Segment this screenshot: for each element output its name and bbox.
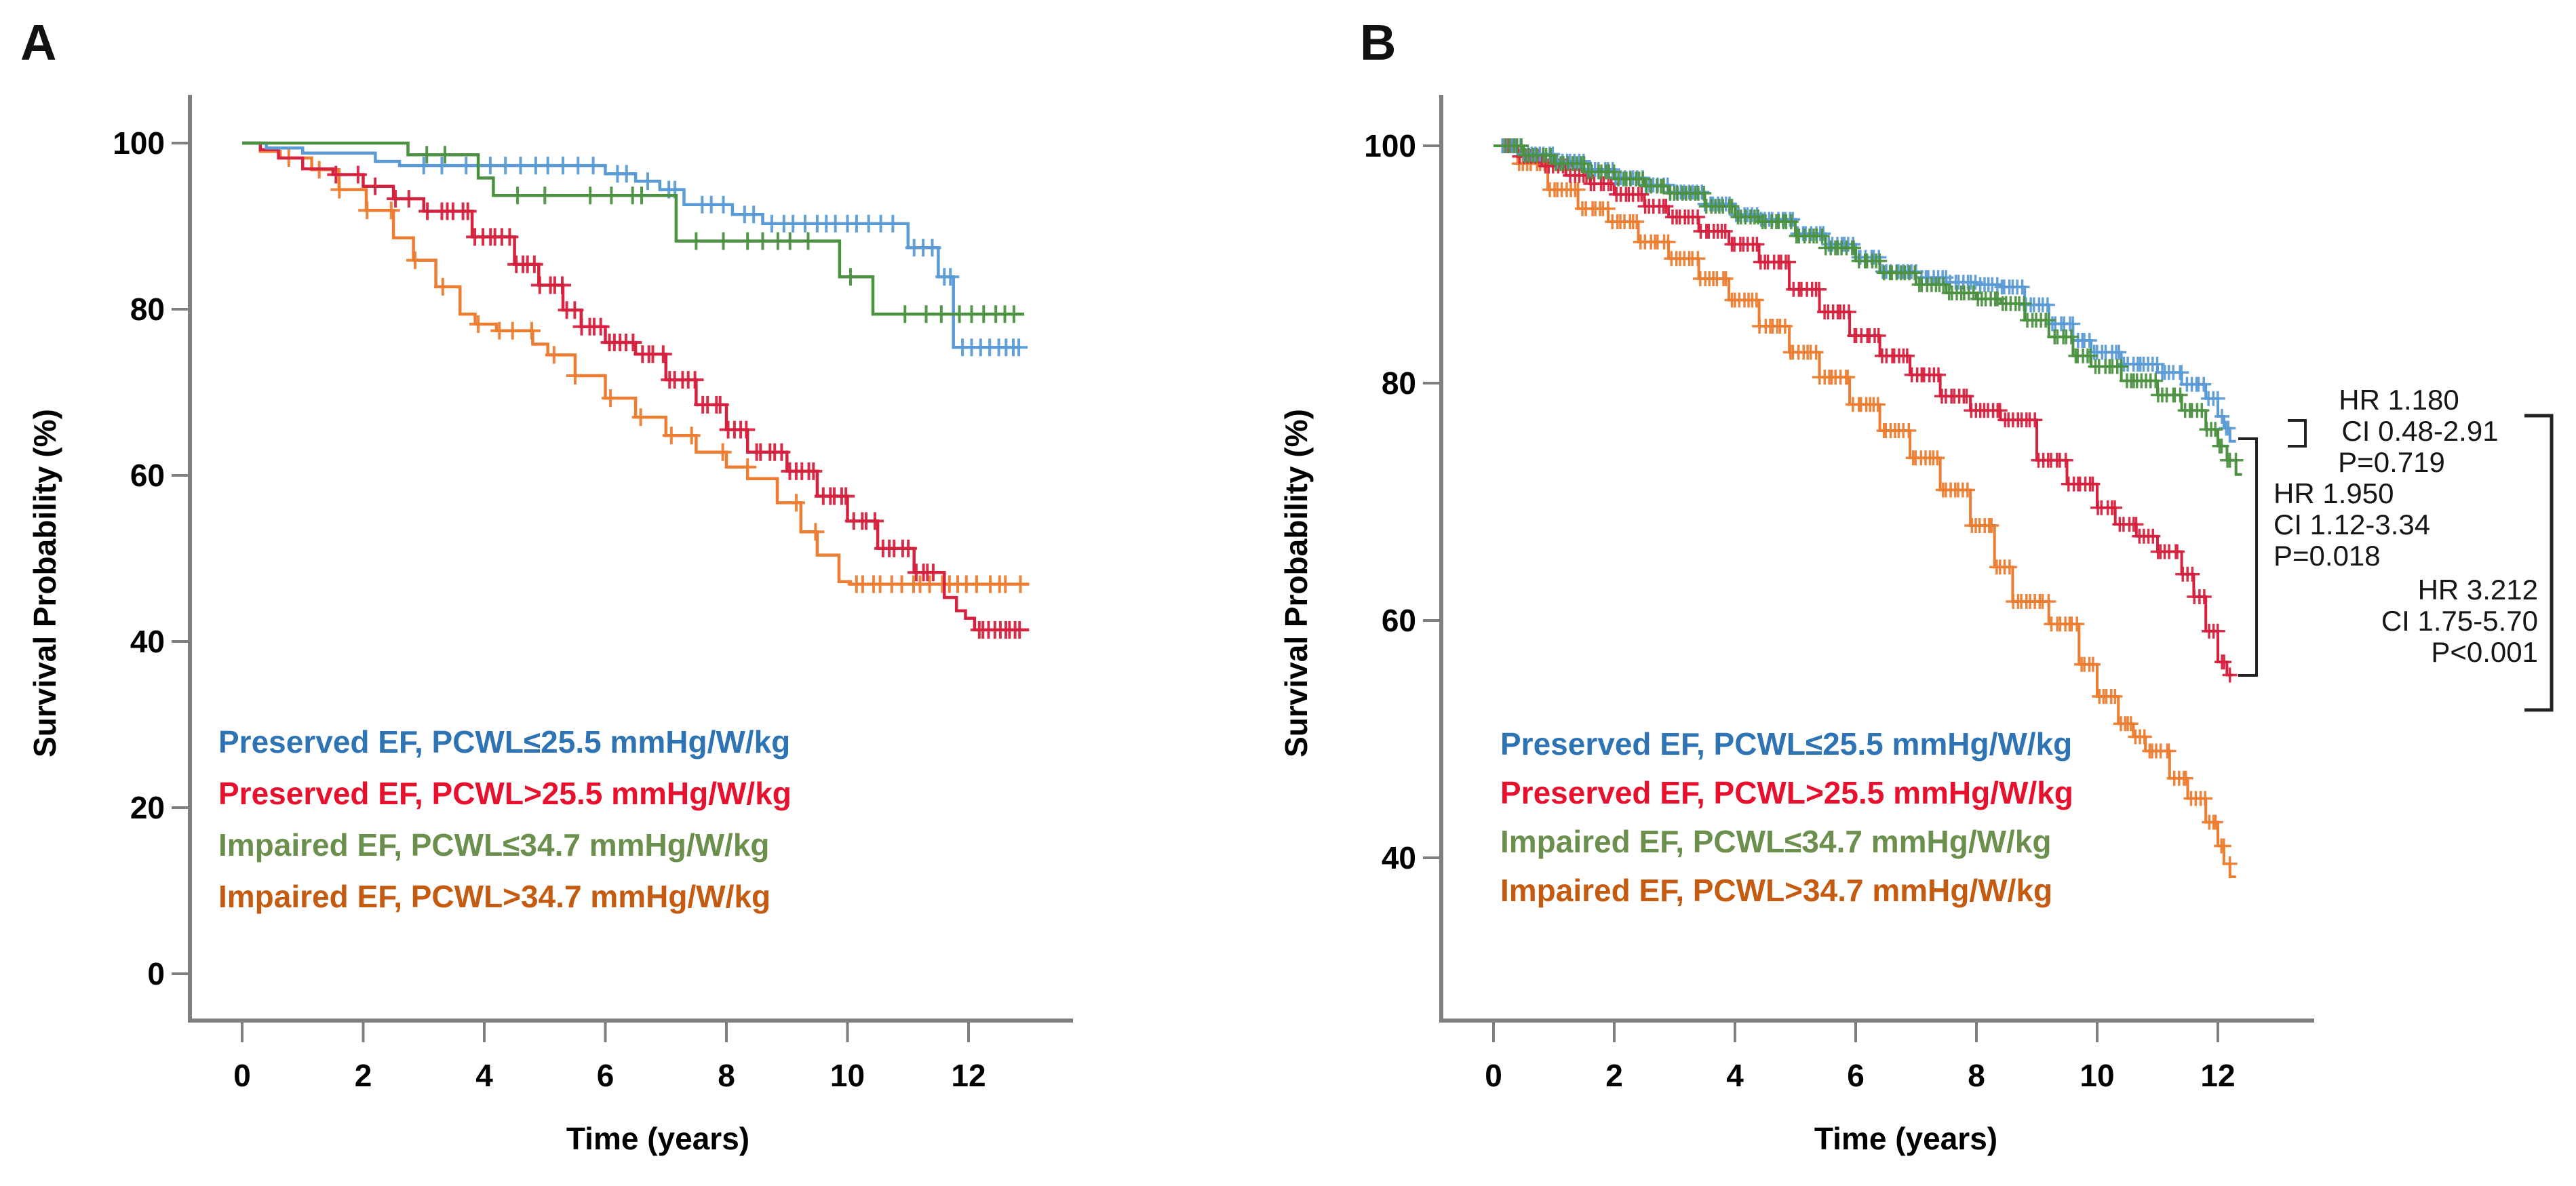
- panel-b-x-axis-title: Time (years): [1814, 1121, 1997, 1156]
- x-tick-label: 2: [1605, 1058, 1623, 1093]
- y-tick-label: 100: [113, 125, 165, 161]
- x-tick-label: 6: [597, 1058, 614, 1093]
- legend-item-1: Preserved EF, PCWL>25.5 mmHg/W/kg: [218, 776, 792, 811]
- x-tick-label: 4: [1726, 1058, 1744, 1093]
- censor-marks-2: [1498, 138, 2244, 468]
- y-tick-label: 80: [1382, 365, 1416, 401]
- x-tick-label: 6: [1847, 1058, 1865, 1093]
- x-tick-label: 10: [830, 1058, 865, 1093]
- panel-a-x-axis-title: Time (years): [566, 1121, 749, 1156]
- km-curve-1: [242, 141, 1030, 632]
- y-tick-label: 60: [1382, 603, 1416, 638]
- legend-item-0: Preserved EF, PCWL≤25.5 mmHg/W/kg: [1500, 726, 2072, 762]
- panel-b-label: B: [1360, 14, 1396, 71]
- y-tick-label: 20: [130, 790, 165, 825]
- censor-marks-2: [418, 146, 1023, 323]
- comparison-bracket-1: [2238, 437, 2258, 677]
- panel-a: A Survival Probability (%) Time (years) …: [20, 14, 1073, 1156]
- censor-marks-3: [279, 149, 1030, 593]
- x-tick-label: 8: [1968, 1058, 1985, 1093]
- panel-a-axes: 100 80 60 40 20 0 0 2 4 6 8 10 12: [113, 95, 1073, 1093]
- x-tick-label: 10: [2080, 1058, 2114, 1093]
- censor-marks-0: [414, 157, 1028, 357]
- panel-b-axes: 100 80 60 40 0 2 4 6 8 10 12: [1364, 95, 2314, 1093]
- y-tick-label: 100: [1364, 128, 1416, 163]
- panel-b-legend: Preserved EF, PCWL≤25.5 mmHg/W/kg Preserv…: [1500, 726, 2073, 908]
- x-tick-label: 0: [1485, 1058, 1502, 1093]
- x-tick-label: 2: [355, 1058, 372, 1093]
- hr-annotation-7: CI 1.75-5.70: [2381, 605, 2538, 637]
- legend-item-2: Impaired EF, PCWL≤34.7 mmHg/W/kg: [218, 827, 770, 863]
- comparison-bracket-0: [2288, 419, 2307, 448]
- legend-item-3: Impaired EF, PCWL>34.7 mmHg/W/kg: [218, 879, 770, 914]
- panel-b: B Survival Probability (%) Time (years) …: [1279, 14, 2554, 1156]
- hr-annotation-0: HR 1.180: [2339, 384, 2459, 416]
- x-tick-label: 4: [475, 1058, 493, 1093]
- hr-annotation-8: P<0.001: [2431, 636, 2538, 668]
- y-tick-label: 80: [130, 292, 165, 327]
- km-curve-1: [1494, 144, 2233, 677]
- y-tick-label: 40: [1382, 840, 1416, 875]
- censor-marks-1: [327, 165, 1029, 639]
- hr-annotation-3: HR 1.950: [2273, 477, 2394, 509]
- panel-b-comparison-brackets: [2238, 414, 2554, 712]
- hr-annotation-5: P=0.018: [2273, 540, 2381, 572]
- x-tick-label: 8: [718, 1058, 735, 1093]
- panel-a-label: A: [20, 14, 56, 71]
- hr-annotation-4: CI 1.12-3.34: [2273, 509, 2430, 540]
- hr-annotation-2: P=0.719: [2338, 446, 2445, 478]
- x-tick-label: 12: [951, 1058, 985, 1093]
- legend-item-3: Impaired EF, PCWL>34.7 mmHg/W/kg: [1500, 873, 2052, 908]
- y-tick-label: 0: [147, 956, 165, 991]
- legend-item-2: Impaired EF, PCWL≤34.7 mmHg/W/kg: [1500, 824, 2052, 859]
- comparison-bracket-2: [2524, 414, 2554, 712]
- legend-item-1: Preserved EF, PCWL>25.5 mmHg/W/kg: [1500, 775, 2073, 810]
- hr-annotation-6: HR 3.212: [2418, 574, 2538, 606]
- legend-item-0: Preserved EF, PCWL≤25.5 mmHg/W/kg: [218, 724, 790, 759]
- x-tick-label: 12: [2200, 1058, 2235, 1093]
- panel-b-curves: [1494, 138, 2244, 878]
- panel-a-legend: Preserved EF, PCWL≤25.5 mmHg/W/kg Preserv…: [218, 724, 792, 914]
- x-tick-label: 0: [233, 1058, 251, 1093]
- panel-b-y-axis-title: Survival Probability (%): [1279, 409, 1314, 757]
- y-tick-label: 40: [130, 624, 165, 659]
- km-curve-2: [1494, 144, 2242, 476]
- y-tick-label: 60: [130, 458, 165, 493]
- panel-a-y-axis-title: Survival Probability (%): [27, 409, 62, 757]
- hr-annotation-1: CI 0.48-2.91: [2341, 415, 2498, 447]
- panel-a-curves: [242, 141, 1030, 639]
